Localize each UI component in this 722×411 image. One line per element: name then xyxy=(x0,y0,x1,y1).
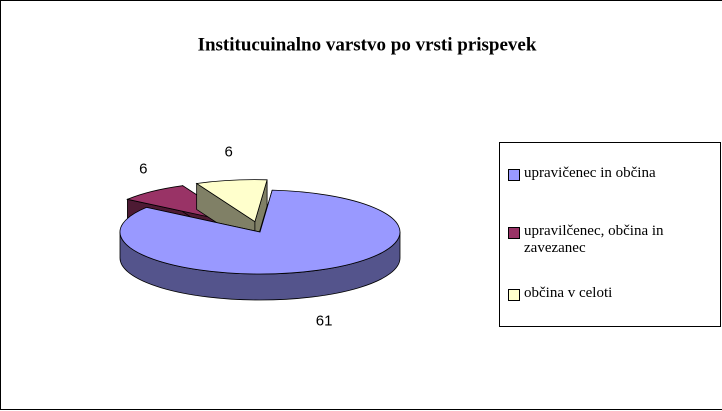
legend-label: upravilčenec, občina in zavezanec xyxy=(524,223,664,256)
legend-item: upravičenec in občina xyxy=(508,165,713,182)
slice-top xyxy=(195,179,268,223)
legend-item: občina v celoti xyxy=(508,285,713,302)
legend-swatch xyxy=(508,289,520,301)
legend-label: občina v celoti xyxy=(524,285,613,301)
legend-swatch xyxy=(508,227,520,239)
data-label: 6 xyxy=(225,144,233,161)
pie-slice xyxy=(119,189,401,301)
pie xyxy=(119,179,401,301)
data-label: 6 xyxy=(139,161,147,178)
data-label: 61 xyxy=(316,313,333,330)
slice-top xyxy=(119,189,401,275)
legend-item: upravilčenec, občina in zavezanec xyxy=(508,223,713,257)
chart-title: Institucuinalno varstvo po vrsti prispev… xyxy=(198,34,537,55)
legend-swatch xyxy=(508,169,520,181)
legend: upravičenec in občina upravilčenec, občin… xyxy=(499,142,721,327)
legend-label: upravičenec in občina xyxy=(524,165,656,181)
